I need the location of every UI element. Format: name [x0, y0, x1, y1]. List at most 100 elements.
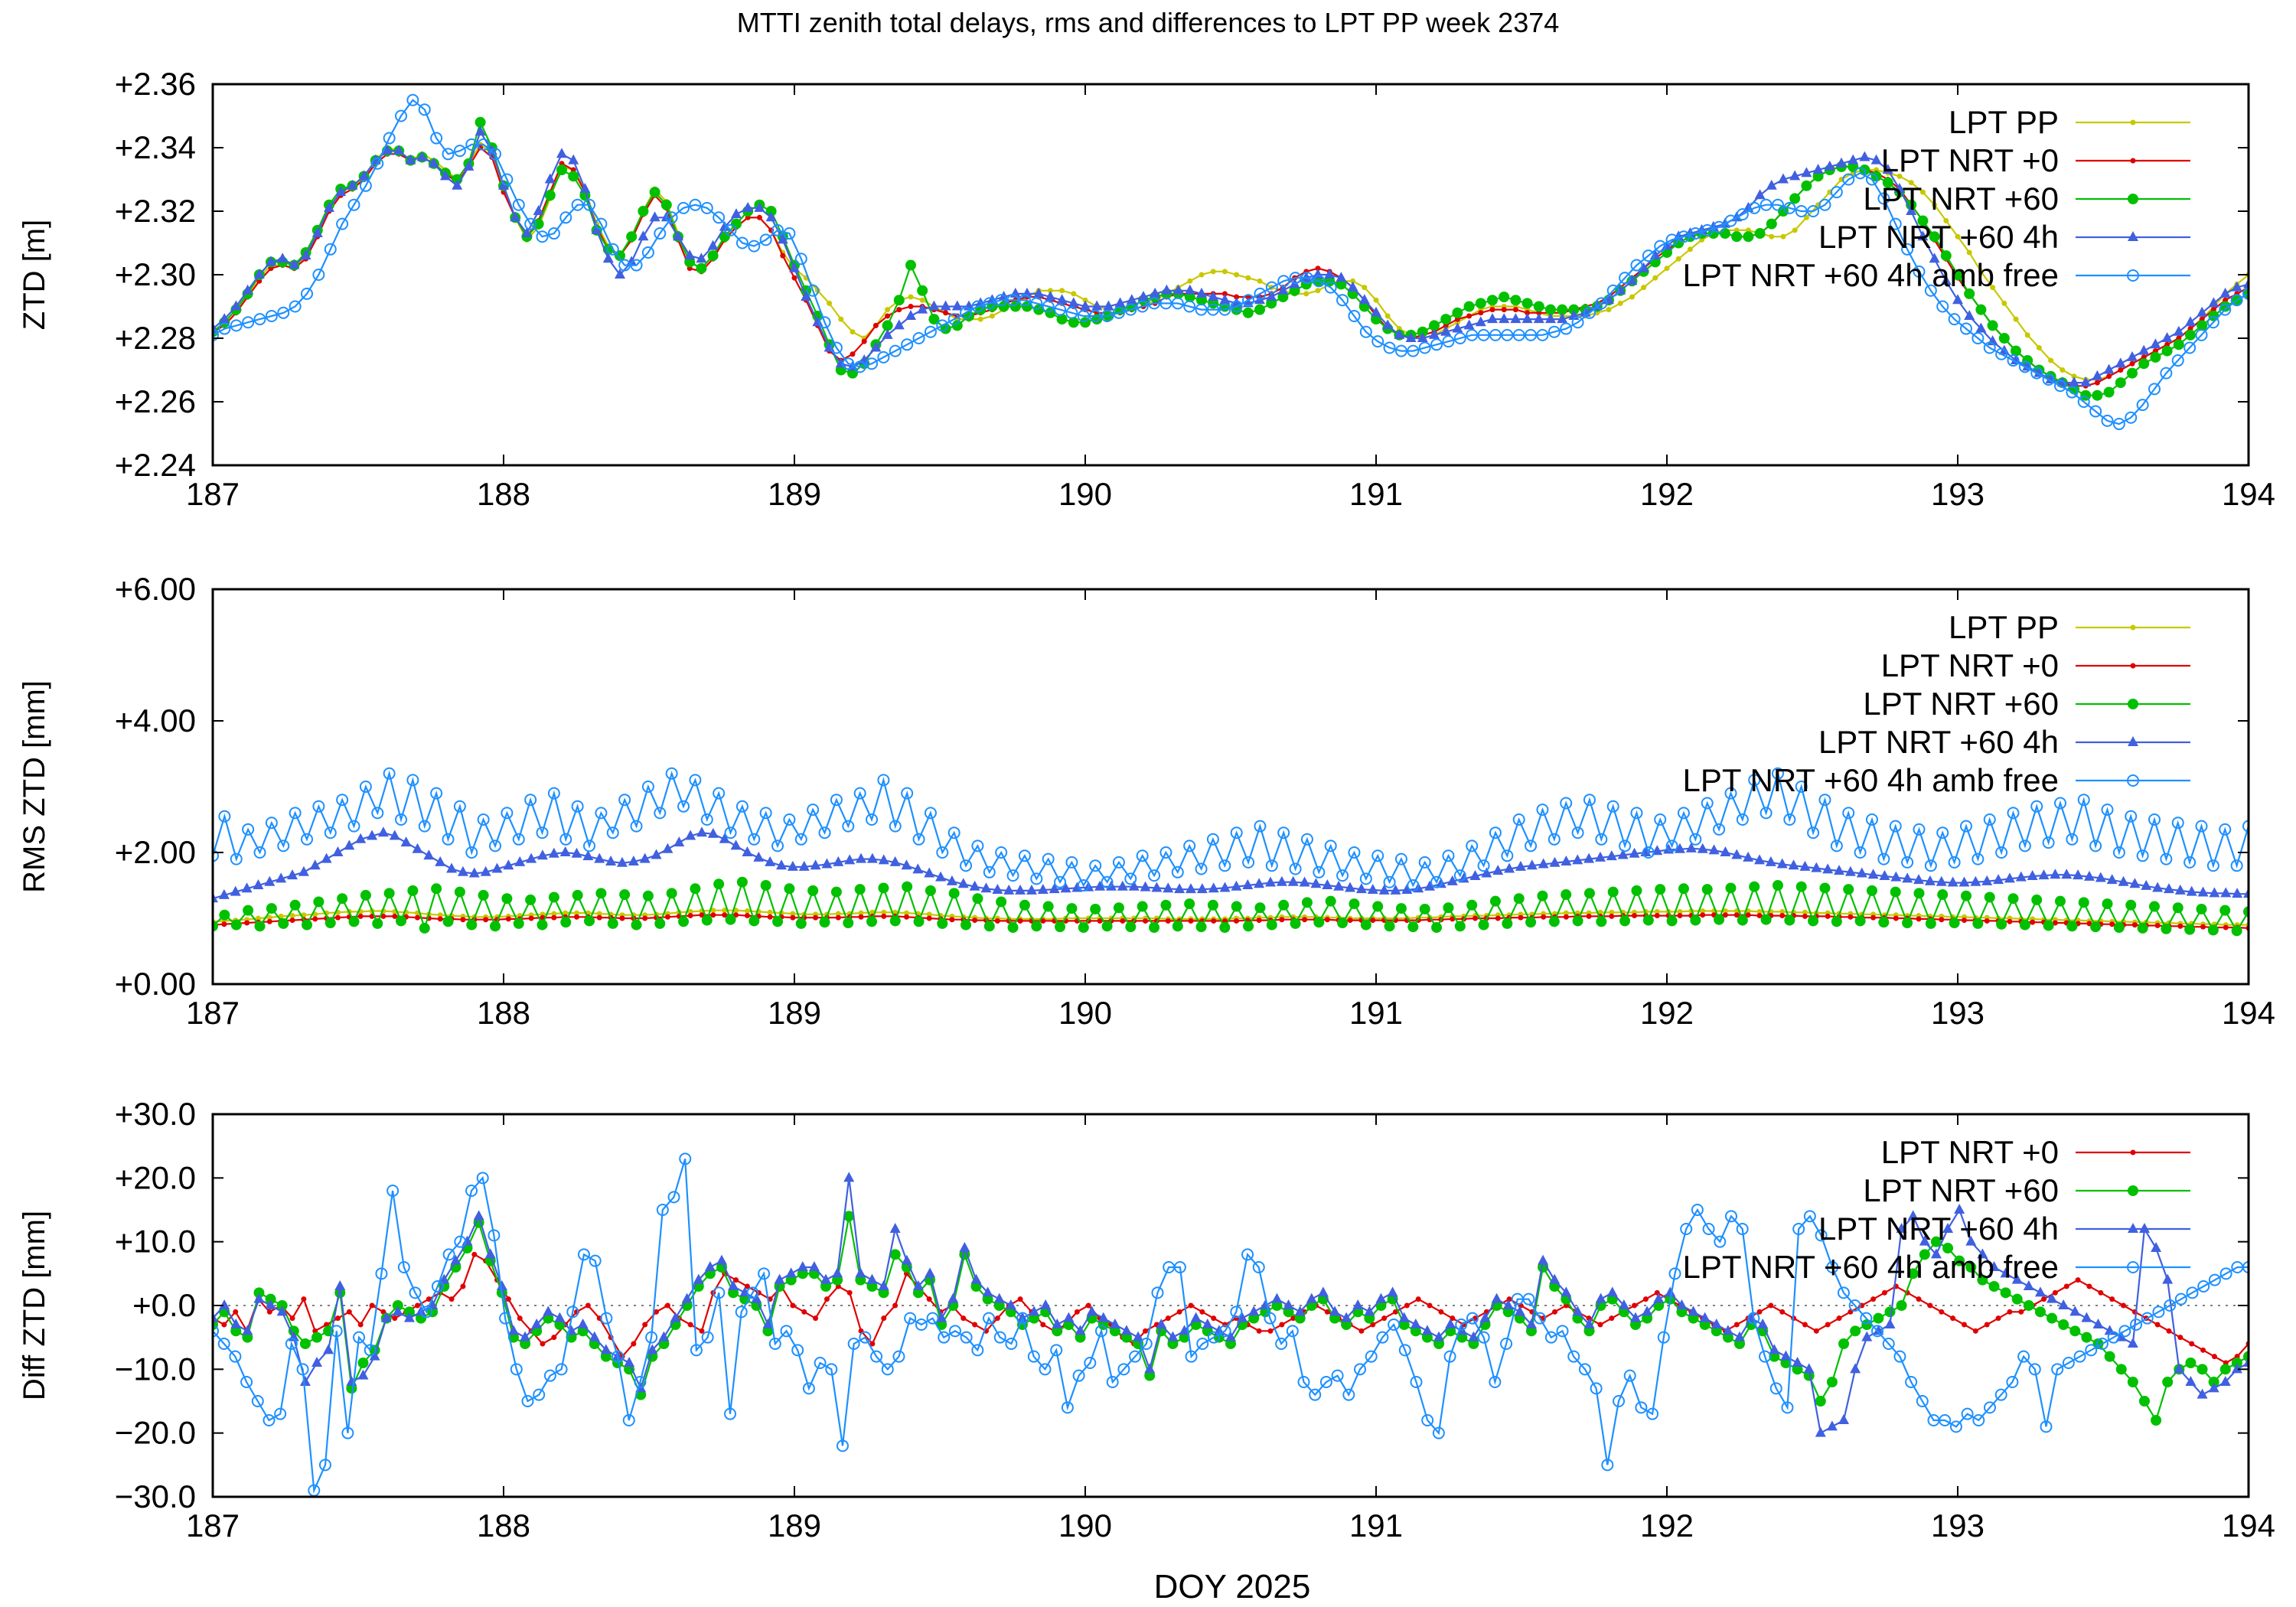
data-point: [442, 916, 454, 927]
data-point: [949, 917, 955, 923]
data-point: [1188, 1302, 1194, 1309]
data-point: [819, 917, 830, 928]
data-point: [938, 1331, 951, 1344]
data-point: [607, 918, 618, 929]
data-point: [1901, 856, 1914, 869]
legend-item-lpt-nrt-plus60-4h: LPT NRT +60 4h: [1818, 219, 2190, 255]
data-point: [724, 826, 737, 839]
data-point: [579, 182, 591, 193]
data-point: [843, 1172, 855, 1182]
data-point: [1815, 1229, 1828, 1242]
data-point: [2152, 882, 2164, 892]
data-point: [289, 913, 295, 919]
data-point: [866, 357, 879, 370]
data-point: [1629, 294, 1635, 300]
data-point: [594, 852, 605, 863]
data-point: [1795, 781, 1808, 793]
data-point: [917, 303, 928, 314]
data-point: [731, 218, 742, 230]
data-point: [323, 1344, 334, 1354]
data-point: [1778, 173, 1789, 184]
data-point: [488, 1229, 501, 1242]
data-point: [885, 307, 891, 313]
data-point: [1254, 902, 1266, 914]
data-point: [645, 1331, 658, 1344]
data-point: [1913, 265, 1926, 278]
data-point: [454, 886, 465, 898]
data-point: [1854, 167, 1867, 180]
data-point: [358, 170, 370, 181]
data-point: [2196, 903, 2207, 914]
data-point: [844, 854, 856, 865]
legend-swatch-marker: [2130, 663, 2136, 669]
data-point: [1383, 875, 1396, 888]
data-point: [442, 148, 455, 161]
legend-item-lpt-nrt-plus60-4h-amb-free: LPT NRT +60 4h amb free: [1683, 1249, 2190, 1285]
data-point: [1136, 300, 1149, 313]
data-point: [1783, 813, 1796, 826]
data-point: [2066, 386, 2079, 399]
data-point: [395, 109, 408, 122]
data-point: [1563, 914, 1569, 920]
data-point: [854, 884, 866, 895]
legend-swatch-marker: [2128, 194, 2138, 204]
data-point: [687, 1322, 693, 1328]
data-point: [1700, 908, 1706, 914]
data-point: [1352, 1299, 1364, 1309]
data-point: [496, 1280, 507, 1290]
data-point: [638, 230, 649, 241]
data-point: [2034, 1286, 2046, 1297]
data-point: [1619, 839, 1632, 852]
data-point: [1754, 854, 1766, 865]
data-point: [1337, 918, 1349, 929]
data-point: [1188, 918, 1194, 924]
series-group: [213, 1152, 2249, 1497]
x-tick-label: 188: [477, 995, 530, 1031]
data-point: [889, 1249, 901, 1260]
data-point: [468, 867, 480, 878]
data-point: [722, 912, 728, 918]
data-point: [638, 206, 649, 217]
data-point: [1736, 1223, 1749, 1235]
data-point: [1688, 1305, 1699, 1316]
data-point: [2083, 870, 2095, 881]
y-axis-label: RMS ZTD [mm]: [18, 680, 51, 893]
data-point: [1654, 908, 1660, 914]
data-point: [699, 912, 705, 918]
data-point: [1309, 1388, 1322, 1401]
data-point: [585, 1302, 591, 1309]
data-point: [1568, 304, 1580, 315]
data-point: [1278, 899, 1290, 911]
data-point: [1766, 218, 1777, 230]
data-point: [475, 116, 486, 128]
data-point: [2197, 1280, 2210, 1292]
data-point: [218, 888, 230, 899]
data-point: [437, 912, 443, 918]
series-lpt-nrt-plus60: [213, 876, 2249, 937]
data-point: [1042, 300, 1055, 313]
data-point: [2052, 1289, 2058, 1296]
data-point: [1006, 294, 1019, 307]
data-point: [1964, 288, 1975, 299]
data-point: [313, 896, 325, 908]
data-point: [1056, 314, 1068, 325]
data-point: [1940, 275, 1952, 285]
data-point: [1279, 1322, 1285, 1328]
data-point: [736, 876, 748, 888]
data-point: [1870, 154, 1882, 165]
data-point: [1871, 1325, 1884, 1338]
data-point: [785, 1267, 797, 1278]
data-point: [1733, 912, 1740, 918]
data-point: [466, 919, 478, 931]
data-point: [870, 1350, 883, 1363]
data-point: [1649, 249, 1661, 260]
data-point: [1211, 918, 1217, 924]
data-point: [490, 921, 501, 932]
data-point: [512, 198, 525, 211]
data-point: [1221, 291, 1228, 297]
data-point: [1521, 298, 1533, 309]
data-point: [830, 886, 842, 898]
data-point: [471, 1251, 478, 1257]
data-point: [1842, 807, 1855, 820]
